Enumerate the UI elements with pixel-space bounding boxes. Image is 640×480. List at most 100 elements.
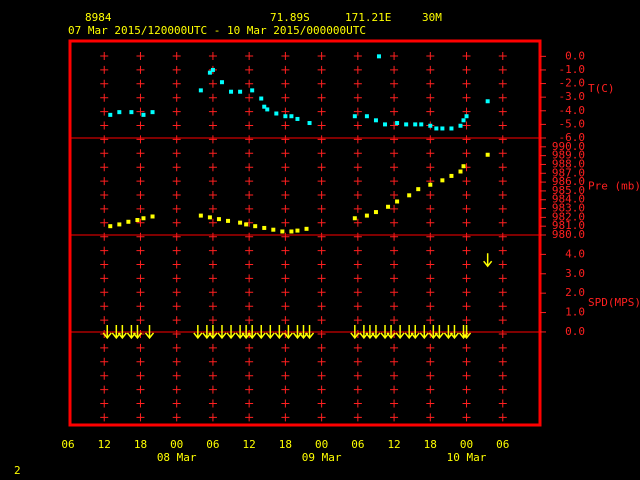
grid-crosses [172,52,181,422]
data-point [226,218,231,223]
date-label: 09 Mar [302,451,342,464]
x-tick-label: 06 [351,438,364,451]
x-tick-label: 00 [460,438,473,451]
wind-arrow [217,324,227,340]
grid-crosses [498,52,507,422]
data-point [150,214,155,219]
data-point [352,216,357,221]
wind-arrow [193,324,203,340]
x-tick-label: 12 [243,438,256,451]
data-point [395,199,400,204]
wind-arrow [419,324,429,340]
data-point [259,96,264,101]
y-tick-label: 986.0 [552,175,585,188]
data-point [207,70,212,75]
wind-arrow [132,324,143,340]
grid-crosses [390,52,399,422]
data-point [141,216,146,221]
wind-arrow [395,324,405,340]
data-point [265,107,270,112]
x-tick-label: 18 [279,438,292,451]
data-point [219,80,224,85]
data-point [108,112,113,117]
data-point [461,118,466,123]
y-tick-label: -2.0 [559,77,586,90]
wind-arrow [274,324,284,340]
data-point [210,67,215,72]
data-point [229,89,234,94]
latitude: 71.89S [270,11,310,24]
x-tick-label: 12 [98,438,111,451]
data-point [238,89,243,94]
station-id: 8984 [85,11,112,24]
grid-crosses [353,52,362,422]
data-point [307,121,312,126]
data-point [464,114,469,119]
data-point [386,204,391,209]
data-point [253,224,258,229]
wind-arrow [117,324,127,340]
data-point [262,225,267,230]
data-point [461,164,466,169]
data-point [485,152,490,157]
data-point [395,121,400,126]
data-point [449,173,454,178]
data-point [373,118,378,123]
x-tick-label: 00 [315,438,328,451]
data-point [150,110,155,115]
wind-arrow [144,324,155,340]
data-point [428,123,433,128]
y-tick-label: 985.0 [552,184,585,197]
date-label: 10 Mar [447,451,487,464]
data-point [449,126,454,131]
wind-arrow [449,324,460,340]
data-point [207,215,212,220]
wind-arrow [283,324,293,340]
data-point [283,114,288,119]
x-tick-label: 06 [61,438,74,451]
data-point [198,213,203,218]
grid-crosses [208,52,217,422]
data-point [289,114,294,119]
data-point [428,182,433,187]
data-point [262,104,267,109]
period: 07 Mar 2015/120000UTC - 10 Mar 2015/0000… [68,24,366,37]
data-point [364,213,369,218]
data-point [295,116,300,121]
data-point [404,122,409,127]
wind-arrow [483,253,493,268]
data-point [416,187,421,192]
wind-arrow [256,324,266,340]
data-point [376,54,381,59]
y-tick-label: 987.0 [552,166,585,179]
y-tick-label: -6.0 [559,131,586,144]
y-tick-label: 990.0 [552,140,585,153]
data-point [419,122,424,127]
y-tick-label: 989.0 [552,149,585,162]
data-point [141,112,146,117]
data-point [244,222,249,227]
grid-crosses [426,52,435,422]
y-tick-label: 4.0 [565,247,585,260]
x-tick-label: 00 [170,438,183,451]
axis-label: T(C) [588,82,615,95]
y-tick-label: 983.0 [552,202,585,215]
data-point [135,218,140,223]
x-tick-label: 18 [424,438,437,451]
frame [68,39,542,427]
y-tick-label: 3.0 [565,267,585,280]
wind-arrow [226,324,236,340]
wind-arrow [434,324,444,340]
data-point [485,99,490,104]
wind-arrow [461,324,472,340]
y-tick-label: 1.0 [565,306,585,319]
axis-label: SPD(MPS) [588,296,640,309]
data-point [352,114,357,119]
footer: 2 [14,464,21,477]
data-point [126,219,131,224]
y-tick-label: -5.0 [559,117,586,130]
y-tick-label: 0.0 [565,49,585,62]
wind-arrow [304,324,315,340]
